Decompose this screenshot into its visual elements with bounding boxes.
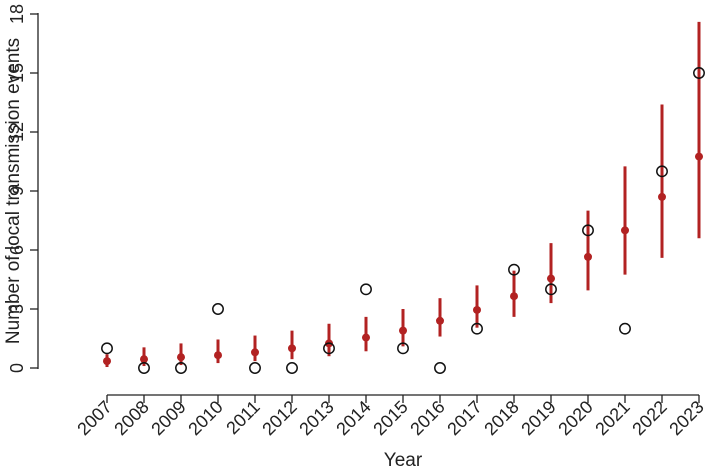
x-tick-label: 2012	[258, 397, 300, 439]
x-tick-label: 2008	[110, 397, 152, 439]
predicted-point	[140, 355, 148, 364]
y-tick-label: 18	[7, 4, 27, 24]
predicted-point	[177, 353, 185, 362]
observed-point	[360, 283, 372, 296]
x-tick-label: 2023	[665, 397, 707, 439]
observed-point	[656, 165, 668, 178]
observed-point	[508, 263, 520, 276]
predicted-point	[362, 333, 370, 342]
x-tick-label: 2016	[406, 397, 448, 439]
predicted-point	[658, 192, 666, 201]
x-tick-label: 2018	[480, 397, 522, 439]
y-tick-label: 12	[7, 122, 27, 142]
predicted-point	[584, 252, 592, 261]
y-tick-label: 0	[7, 363, 27, 373]
observed-point	[434, 362, 446, 374]
x-tick-label: 2022	[628, 397, 670, 439]
observed-point	[175, 362, 187, 374]
x-tick-label: 2020	[554, 397, 596, 439]
observed-point	[397, 342, 409, 355]
y-axis-label: Number of local transmission events	[3, 38, 24, 344]
observed-point	[471, 322, 483, 335]
y-tick-label: 15	[7, 63, 27, 83]
x-tick-label: 2007	[73, 397, 115, 439]
y-axis-ticks: 0 3 6 9 12 15 18	[7, 4, 38, 373]
predicted-point	[473, 305, 481, 314]
observed-point	[545, 283, 557, 296]
observed-points	[101, 67, 705, 374]
x-tick-label: 2015	[369, 397, 411, 439]
y-tick-label: 6	[7, 245, 27, 255]
x-tick-label: 2019	[517, 397, 559, 439]
predicted-point	[288, 344, 296, 353]
observed-point	[323, 342, 335, 355]
predicted-point	[695, 152, 703, 161]
observed-point	[138, 362, 150, 374]
observed-point	[619, 322, 631, 335]
observed-point	[249, 362, 261, 374]
x-tick-label: 2011	[222, 397, 264, 439]
x-axis-label: Year	[384, 450, 423, 471]
predicted-point	[214, 351, 222, 360]
observed-point	[101, 342, 113, 355]
observed-point	[212, 303, 224, 315]
predicted-point	[251, 348, 259, 357]
predicted-points	[103, 152, 703, 366]
x-axis-ticks: 2007200820092010201120122013201420152016…	[73, 395, 708, 439]
observed-point	[286, 362, 298, 374]
x-tick-label: 2014	[332, 397, 374, 439]
predicted-point	[510, 292, 518, 301]
y-tick-label: 9	[7, 186, 27, 196]
predicted-point	[547, 274, 555, 283]
observed-point	[582, 224, 594, 237]
predicted-point	[399, 326, 407, 335]
predicted-point	[621, 226, 629, 235]
x-tick-label: 2021	[591, 397, 633, 439]
credible-intervals	[105, 21, 701, 368]
observed-point	[693, 67, 705, 79]
x-tick-label: 2017	[443, 397, 485, 439]
predicted-point	[103, 357, 111, 366]
x-tick-label: 2013	[295, 397, 337, 439]
predicted-point	[436, 316, 444, 325]
x-tick-label: 2009	[147, 397, 189, 439]
x-tick-label: 2010	[184, 397, 226, 439]
y-tick-label: 3	[7, 304, 27, 314]
